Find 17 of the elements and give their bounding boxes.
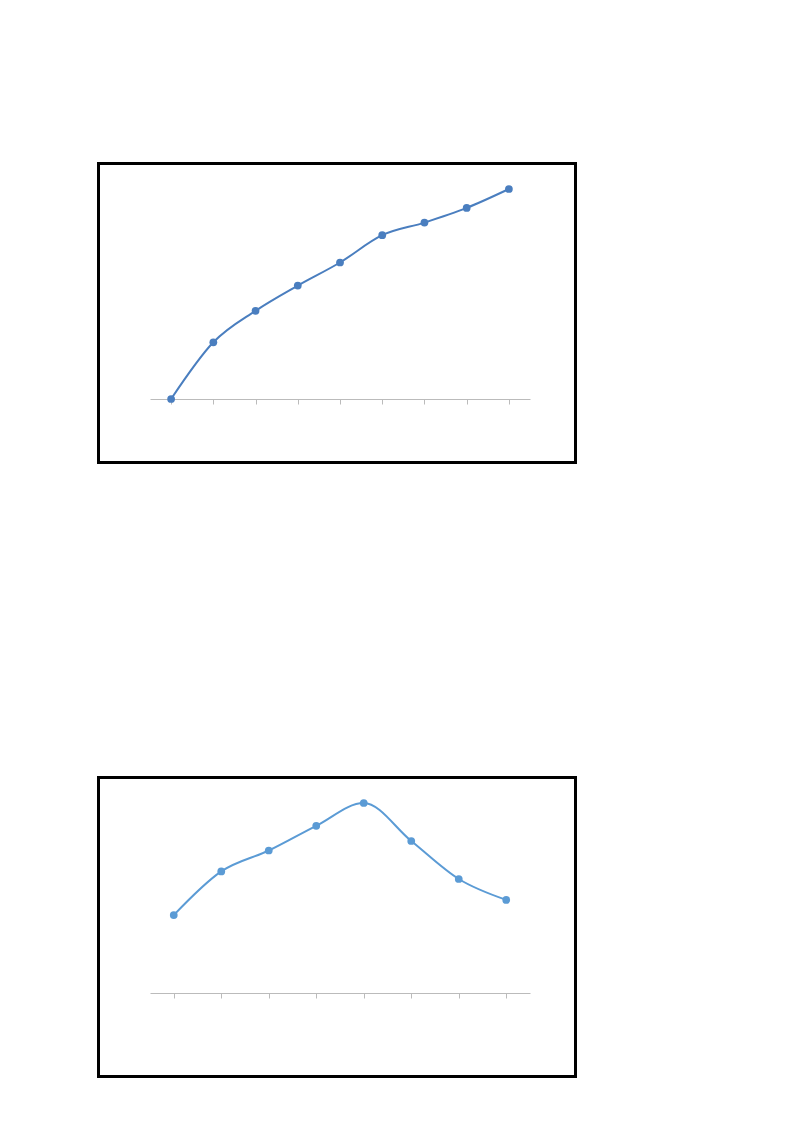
point	[169, 911, 178, 919]
point	[209, 338, 218, 347]
point	[336, 258, 344, 267]
point	[251, 306, 260, 315]
point	[293, 281, 302, 290]
point	[462, 204, 471, 212]
point	[264, 846, 273, 855]
point	[505, 185, 513, 193]
point	[359, 799, 368, 807]
point	[502, 896, 511, 904]
point	[420, 218, 429, 227]
point	[217, 867, 226, 876]
point	[312, 821, 321, 830]
point	[167, 395, 175, 403]
point	[378, 231, 387, 240]
point	[407, 837, 416, 845]
point	[454, 875, 463, 883]
